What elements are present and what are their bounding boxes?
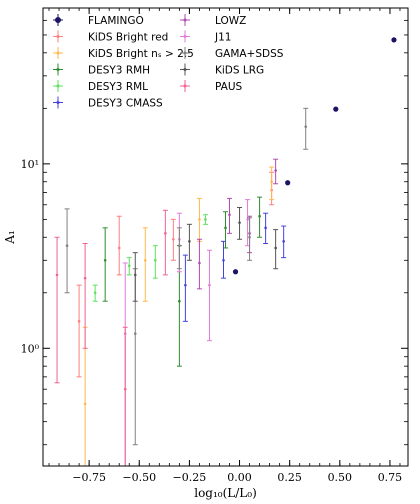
legend-label: J11 [214, 32, 231, 44]
data-point [246, 218, 249, 221]
x-tick-label: 0.75 [378, 471, 403, 484]
legend-marker-dot [183, 51, 187, 55]
legend-marker-dot [56, 51, 60, 55]
legend-label: DESY3 RMH [88, 65, 150, 77]
legend-marker-dot [55, 17, 61, 23]
data-point [178, 299, 181, 303]
legend-item: DESY3 RMH [53, 63, 150, 77]
legend-label: DESY3 CMASS [88, 98, 163, 110]
legend-label: FLAMINGO [88, 15, 144, 27]
legend-item: GAMA+SDSS [180, 47, 284, 60]
y-axis-title: A₁ [3, 230, 17, 244]
chart-marks [54, 37, 397, 467]
x-tick-label: −0.25 [173, 471, 207, 484]
data-point [55, 273, 59, 277]
data-point [208, 283, 211, 287]
data-point [204, 218, 207, 221]
data-point [238, 221, 241, 224]
data-point [198, 261, 201, 265]
series-group [132, 206, 279, 302]
data-point [65, 244, 69, 247]
data-point [178, 244, 181, 247]
data-point [282, 240, 285, 243]
data-point [285, 180, 291, 186]
legend-label: KiDS Bright red [88, 32, 168, 44]
series-group [82, 166, 275, 467]
data-point [77, 320, 81, 323]
data-point [133, 332, 137, 335]
data-point [154, 258, 157, 262]
legend-item: DESY3 CMASS [53, 96, 163, 110]
data-point [117, 246, 121, 250]
legend-marker-dot [183, 18, 187, 22]
data-point [228, 213, 231, 217]
legend-marker-dot [56, 101, 60, 104]
legend-item: FLAMINGO [53, 14, 144, 27]
data-point [222, 258, 225, 262]
legend-item: KiDS Bright red [53, 30, 168, 44]
x-tick-label: −0.75 [72, 471, 106, 484]
legend-marker-dot [183, 35, 187, 38]
series-group [54, 209, 168, 467]
legend-item: DESY3 RML [53, 80, 148, 93]
legend-label: GAMA+SDSS [215, 48, 284, 60]
data-point [172, 237, 175, 241]
legend-marker-dot [56, 35, 60, 38]
series-group [122, 199, 251, 467]
legend-marker-dot [56, 84, 60, 88]
data-point [264, 226, 267, 230]
data-point [123, 387, 127, 391]
data-point [274, 169, 277, 172]
data-point [232, 269, 239, 275]
data-point [391, 37, 397, 43]
series-group [102, 196, 263, 367]
data-point [258, 214, 261, 218]
series-group [232, 37, 397, 275]
y-tick-label: 10¹ [21, 158, 39, 171]
data-point [93, 291, 97, 295]
series-group [76, 171, 275, 378]
legend-marker-dot [56, 68, 60, 71]
series-group [92, 214, 208, 302]
chart-axes: −0.75 −0.50 −0.25 0.00 0.25 0.50 0.75 10⁰ 10¹ [21, 7, 409, 484]
legend-label: KiDS Bright nₛ > 2.5 [88, 48, 194, 60]
series-group [64, 107, 309, 446]
x-tick-label: 0.50 [328, 471, 353, 484]
legend-item: LOWZ [180, 14, 246, 27]
legend-label: LOWZ [215, 15, 246, 27]
data-point [103, 258, 107, 262]
data-point [164, 232, 167, 235]
legend-item: PAUS [180, 80, 243, 93]
legend-marker-dot [183, 84, 187, 88]
x-tick-label: 0.00 [227, 471, 252, 484]
data-point [198, 218, 201, 221]
y-tick-label: 10⁰ [21, 342, 40, 355]
data-point [188, 240, 191, 243]
data-point [224, 226, 227, 230]
data-point [133, 273, 137, 277]
legend-label: DESY3 RML [88, 81, 148, 93]
data-point [333, 106, 339, 112]
data-point [83, 276, 87, 280]
x-axis-title: log₁₀(L/L₀) [194, 486, 257, 500]
data-point [127, 264, 131, 268]
legend-item: J11 [180, 30, 231, 44]
data-point [248, 235, 251, 239]
data-point [143, 258, 147, 262]
x-tick-label: −0.50 [122, 471, 156, 484]
x-tick-label: 0.25 [277, 471, 302, 484]
legend-item: KiDS Bright nₛ > 2.5 [53, 47, 194, 60]
data-point [274, 246, 277, 250]
legend-label: KiDS LRG [215, 65, 264, 77]
data-point [270, 180, 273, 184]
legend-item: KiDS LRG [180, 63, 264, 77]
data-point [83, 402, 87, 406]
series-group [182, 212, 287, 322]
data-point [304, 125, 308, 129]
data-point [184, 283, 187, 287]
legend-marker-dot [183, 68, 187, 71]
chart-legend: FLAMINGO KiDS Bright red KiDS Bright nₛ > … [53, 14, 284, 110]
legend-label: PAUS [215, 81, 243, 93]
